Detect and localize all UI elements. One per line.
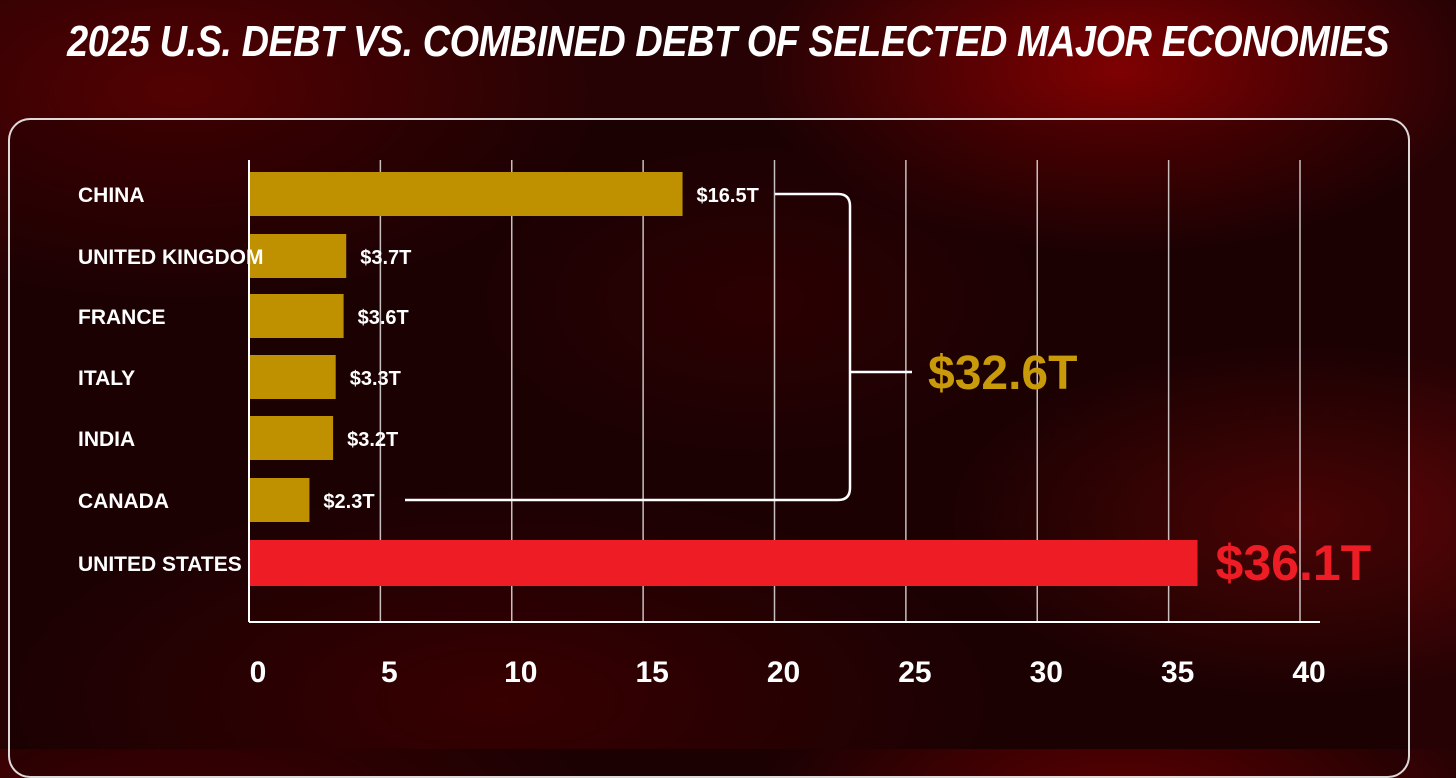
value-label: $3.6T xyxy=(358,307,409,329)
bar-india xyxy=(249,416,334,460)
x-tick-label: 20 xyxy=(767,656,800,689)
bars xyxy=(249,172,1198,586)
bar-china xyxy=(249,172,683,216)
value-label: $36.1T xyxy=(1216,535,1372,591)
category-label: CANADA xyxy=(78,490,169,513)
total-bracket: $32.6T xyxy=(405,192,1077,502)
bracket-total-label: $32.6T xyxy=(928,347,1077,400)
category-label: UNITED STATES xyxy=(78,553,242,576)
value-label: $16.5T xyxy=(697,185,759,207)
value-label: $2.3T xyxy=(323,491,374,513)
x-tick-label: 30 xyxy=(1030,656,1063,689)
category-label: UNITED KINGDOM xyxy=(78,246,264,269)
category-labels: CHINA UNITED KINGDOM FRANCE ITALY INDIA CANAD… xyxy=(78,184,264,576)
x-tick-label: 5 xyxy=(381,656,398,689)
bracket-line xyxy=(405,192,852,502)
bar-france xyxy=(249,294,344,338)
axes xyxy=(248,160,1320,623)
value-label: $3.2T xyxy=(347,429,398,451)
x-tick-label: 0 xyxy=(250,656,267,689)
bar-united-kingdom xyxy=(249,234,347,278)
x-tick-label: 40 xyxy=(1292,656,1325,689)
category-label: INDIA xyxy=(78,428,135,451)
x-tick-label: 35 xyxy=(1161,656,1194,689)
bar-canada xyxy=(249,478,310,522)
value-label: $3.3T xyxy=(350,368,401,390)
bar-chart: CHINA UNITED KINGDOM FRANCE ITALY INDIA CANAD… xyxy=(78,160,1371,689)
value-labels: $16.5T $3.7T $3.6T $3.3T $3.2T $2.3T $36.1T xyxy=(323,185,1371,591)
value-label: $3.7T xyxy=(360,247,411,269)
category-label: ITALY xyxy=(78,367,135,390)
chart-title: 2025 U.S. DEBT VS. COMBINED DEBT OF SELE… xyxy=(67,17,1390,66)
category-label: CHINA xyxy=(78,184,145,207)
x-tick-label: 10 xyxy=(504,656,537,689)
bar-italy xyxy=(249,355,336,399)
x-tick-label: 15 xyxy=(635,656,668,689)
x-tick-label: 25 xyxy=(898,656,931,689)
bar-united-states xyxy=(249,540,1198,586)
x-tick-labels: 0 5 10 15 20 25 30 35 40 xyxy=(250,656,1326,689)
chart-panel xyxy=(8,118,1410,778)
category-label: FRANCE xyxy=(78,306,166,329)
